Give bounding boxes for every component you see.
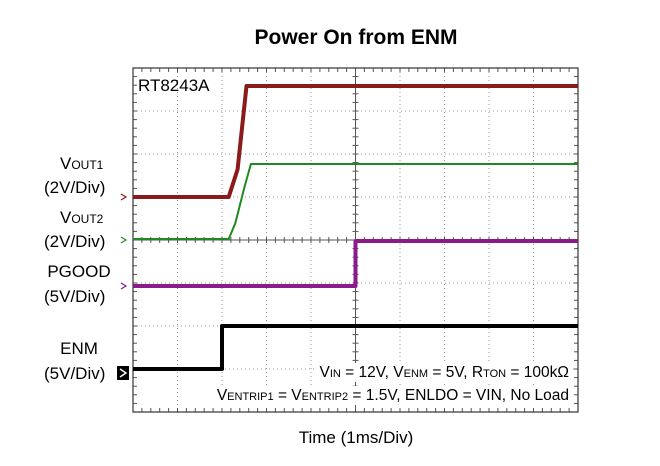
ground-marker xyxy=(120,236,128,244)
channel-name: PGOOD xyxy=(47,262,110,281)
annotation-sub: ENTRIP1 xyxy=(227,391,273,403)
annotation-sub: ENTRIP2 xyxy=(302,391,348,403)
annotation-background xyxy=(316,363,572,382)
ground-marker xyxy=(120,282,128,290)
channel-name-main: V xyxy=(60,208,72,227)
channel-scale: (5V/Div) xyxy=(44,287,105,306)
trace-pgood xyxy=(133,239,578,288)
channel-name-sub: OUT1 xyxy=(71,158,103,172)
channel-name-sub: OUT2 xyxy=(71,212,103,226)
channel-labels: VOUT1(2V/Div)VOUT2(2V/Div)PGOOD(5V/Div)E… xyxy=(44,154,129,383)
channel-scale: (2V/Div) xyxy=(44,178,105,197)
annotation-text: = 100kΩ xyxy=(506,364,569,381)
chart-title: Power On from ENM xyxy=(254,26,457,49)
annotation-text: = 1.5V, ENLDO = VIN, No Load xyxy=(348,387,569,404)
annotation-text: V xyxy=(320,364,331,381)
channel-scale: (5V/Div) xyxy=(44,364,105,383)
ground-marker xyxy=(120,193,128,201)
channel-name: VOUT1 xyxy=(60,154,104,173)
annotation-background xyxy=(213,386,572,405)
trace-v-out1 xyxy=(133,84,578,199)
trace-v-out2 xyxy=(133,163,578,240)
annotation-text: = 5V, R xyxy=(428,364,483,381)
channel-name-main: PGOOD xyxy=(47,262,110,281)
channel-name: ENM xyxy=(60,339,98,358)
x-axis-label: Time (1ms/Div) xyxy=(299,428,414,447)
annotation-sub: IN xyxy=(330,368,341,380)
annotation-text: = 12V, V xyxy=(341,364,404,381)
annotation-text: V xyxy=(217,387,228,404)
annotation-line-2: VENTRIP1 = VENTRIP2 = 1.5V, ENLDO = VIN,… xyxy=(217,387,569,404)
annotation-sub: TON xyxy=(483,368,506,380)
ground-marker-arrow xyxy=(119,368,128,378)
channel-scale: (2V/Div) xyxy=(44,232,105,251)
waveform-traces xyxy=(133,84,578,371)
channel-name-main: ENM xyxy=(60,339,98,358)
channel-name-main: V xyxy=(60,154,72,173)
trace-enm xyxy=(133,324,578,371)
device-label: RT8243A xyxy=(138,76,210,95)
test-conditions: VIN = 12V, VENM = 5V, RTON = 100kΩVENTRI… xyxy=(213,363,572,405)
channel-name: VOUT2 xyxy=(60,208,104,227)
annotation-text: = V xyxy=(274,387,303,404)
annotation-line-1: VIN = 12V, VENM = 5V, RTON = 100kΩ xyxy=(320,364,570,381)
annotation-sub: ENM xyxy=(404,368,428,380)
